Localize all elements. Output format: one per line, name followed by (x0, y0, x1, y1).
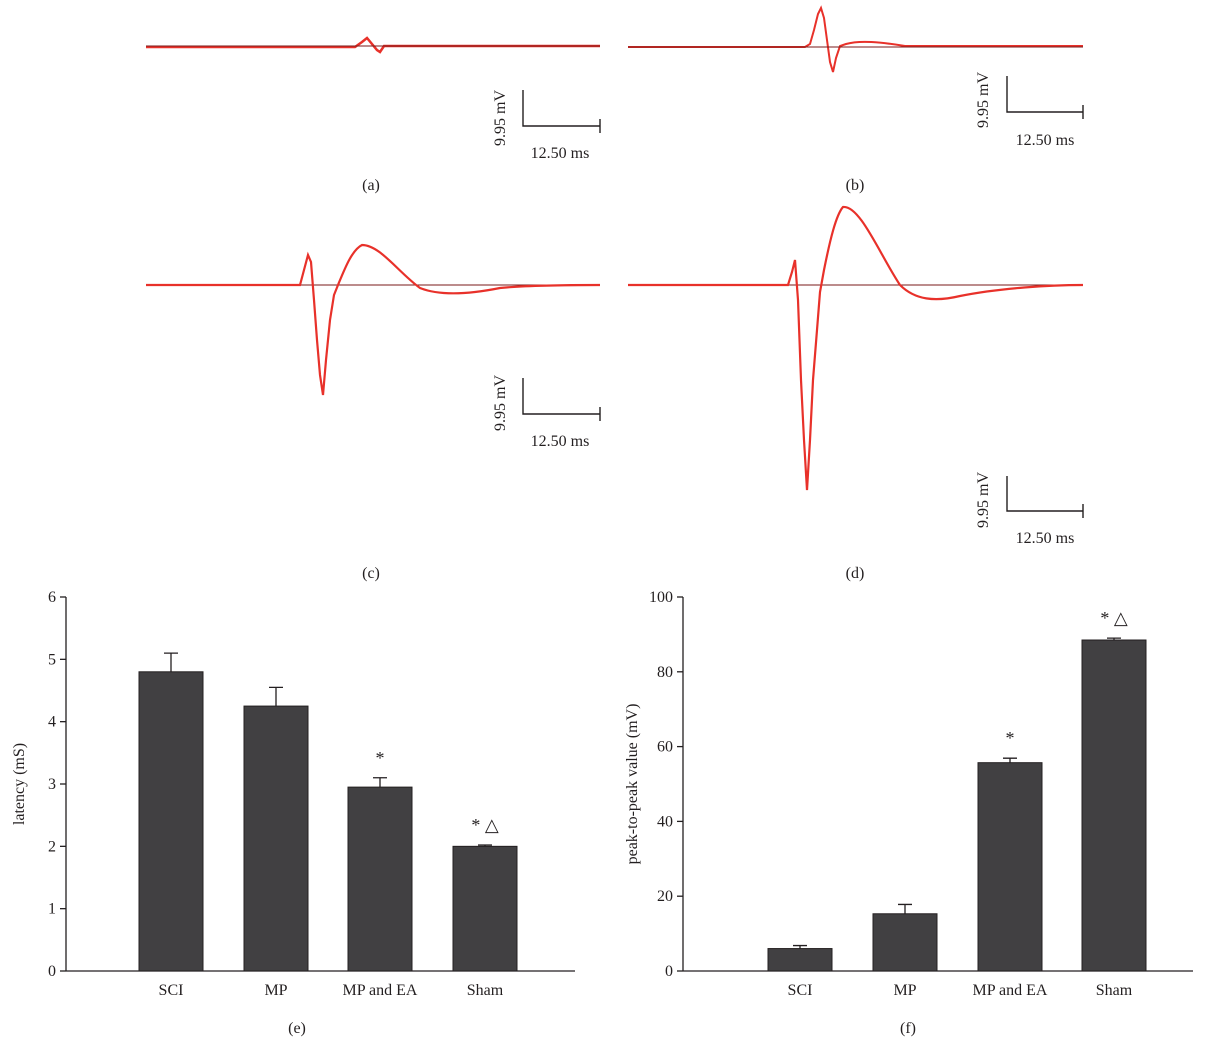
y-tick-label-e: 0 (48, 963, 56, 980)
panel-b: 9.95 mV 12.50 ms (b) (628, 5, 1084, 194)
bar-f-1 (872, 913, 938, 972)
category-label-f-1: MP (893, 982, 916, 999)
bar-e-3 (452, 845, 518, 972)
trace-a (146, 36, 600, 54)
error-bar-f-2 (1003, 757, 1017, 763)
category-label-e-0: SCI (159, 982, 184, 999)
category-label-f-2: MP and EA (973, 982, 1048, 999)
category-label-e-2: MP and EA (343, 982, 418, 999)
trace-c (146, 243, 601, 396)
panel-label-f: (f) (900, 1020, 916, 1037)
y-tick-label-e: 4 (48, 714, 56, 731)
y-tick-label-f: 0 (665, 963, 673, 980)
scale-bar-a (522, 90, 601, 133)
panel-label-d: (d) (846, 565, 865, 582)
bar-chart-e: 0 1 2 3 4 5 6 latency (mS) SCI MP * MP and EA * △ Sha… (11, 589, 575, 999)
bar-f-2 (977, 762, 1043, 972)
bar-f-0 (767, 948, 833, 972)
y-tick-label-f: 100 (649, 589, 673, 606)
category-label-f-3: Sham (1096, 982, 1133, 999)
time-scale-a: 12.50 ms (531, 145, 590, 162)
panel-label-a: (a) (362, 177, 380, 194)
y-axis-label-f: peak-to-peak value (mV) (624, 704, 641, 865)
time-scale-c: 12.50 ms (531, 433, 590, 450)
amplitude-scale-a: 9.95 mV (492, 90, 509, 146)
time-scale-b: 12.50 ms (1016, 132, 1075, 149)
panel-c: 9.95 mV 12.50 ms (c) (146, 243, 601, 582)
bar-f-3 (1081, 639, 1147, 972)
error-bar-e-3 (478, 844, 492, 847)
category-label-f-0: SCI (788, 982, 813, 999)
y-tick-label-f: 20 (657, 888, 673, 905)
amplitude-scale-b: 9.95 mV (975, 72, 992, 128)
error-bar-f-3 (1107, 637, 1121, 641)
category-label-e-3: Sham (467, 982, 504, 999)
amplitude-scale-c: 9.95 mV (492, 375, 509, 431)
error-bar-e-2 (373, 777, 387, 788)
trace-b (628, 5, 1083, 73)
category-label-e-1: MP (264, 982, 287, 999)
significance-marker-f-3: * △ (1100, 608, 1128, 628)
y-tick-label-f: 60 (657, 739, 673, 756)
y-tick-label-e: 3 (48, 776, 56, 793)
y-axis-label-e: latency (mS) (11, 743, 28, 825)
significance-marker-e-2: * (376, 748, 385, 768)
scale-bar-b (1006, 76, 1084, 119)
bar-e-2 (347, 786, 413, 972)
amplitude-scale-d: 9.95 mV (975, 472, 992, 528)
bar-e-1 (243, 705, 309, 972)
error-bar-e-0 (164, 652, 178, 672)
panel-a: 9.95 mV 12.50 ms (a) (146, 36, 601, 194)
error-bar-f-1 (898, 903, 912, 914)
panel-d: 9.95 mV 12.50 ms (d) (628, 205, 1084, 582)
error-bar-e-1 (269, 686, 283, 707)
scale-bar-c (522, 378, 601, 421)
scale-bar-d (1006, 476, 1084, 518)
panel-label-b: (b) (846, 177, 865, 194)
y-tick-label-e: 5 (48, 651, 56, 668)
y-tick-label-e: 2 (48, 838, 56, 855)
panel-label-c: (c) (362, 565, 380, 582)
y-tick-label-f: 40 (657, 813, 673, 830)
significance-marker-f-2: * (1006, 728, 1015, 748)
y-tick-label-f: 80 (657, 664, 673, 681)
y-tick-label-e: 1 (48, 901, 56, 918)
significance-marker-e-3: * △ (471, 815, 499, 835)
bar-e-0 (138, 671, 204, 972)
bar-chart-f: 0 20 40 60 80 100 peak-to-peak value (mV) SCI MP… (624, 589, 1193, 999)
y-tick-label-e: 6 (48, 589, 56, 606)
trace-d (628, 205, 1084, 491)
time-scale-d: 12.50 ms (1016, 530, 1075, 547)
error-bar-f-0 (793, 944, 807, 949)
panel-label-e: (e) (288, 1020, 306, 1037)
